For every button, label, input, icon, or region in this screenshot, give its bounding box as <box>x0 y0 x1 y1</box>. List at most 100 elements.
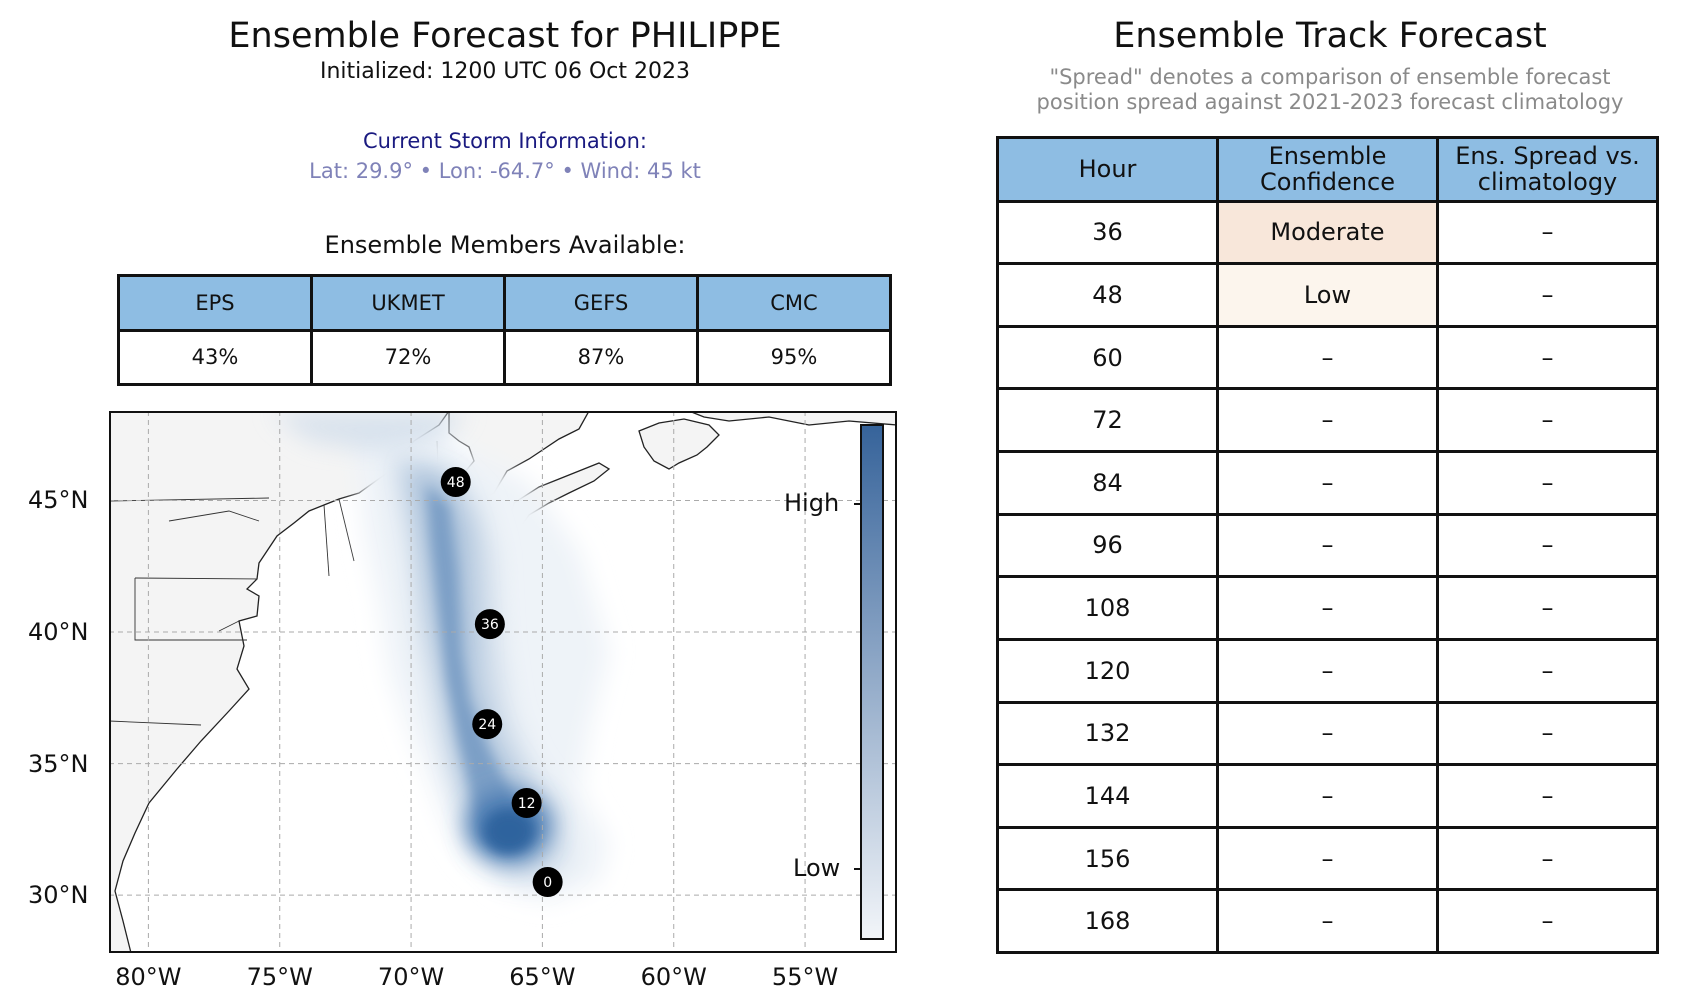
track-point-label: 36 <box>481 617 499 633</box>
probability-cloud <box>269 411 609 901</box>
member-value: 43% <box>117 328 313 386</box>
track-confidence: – <box>1216 700 1439 767</box>
members-heading: Ensemble Members Available: <box>324 231 686 259</box>
track-row: 96– – <box>996 512 1659 579</box>
track-hour: 48 <box>996 262 1219 328</box>
member-value: 87% <box>503 328 699 386</box>
track-row: 132– – <box>996 700 1659 767</box>
lat-tick-label: 40°N <box>28 618 89 646</box>
lat-tick-label: 45°N <box>28 486 89 515</box>
member-value: 95% <box>696 328 892 386</box>
track-confidence: – <box>1216 825 1439 892</box>
lat-tick-label: 30°N <box>28 881 89 910</box>
track-header: Ens. Spread vs. climatology <box>1436 136 1659 203</box>
track-hour: 36 <box>996 199 1219 266</box>
track-subtitle-line-2: position spread against 2021-2023 foreca… <box>1036 90 1624 114</box>
gridlines <box>109 411 897 953</box>
track-header: Ensemble Confidence <box>1216 136 1439 203</box>
track-subtitle: "Spread" denotes a comparison of ensembl… <box>990 65 1670 115</box>
track-confidence: – <box>1216 575 1439 641</box>
track-hour: 120 <box>996 637 1219 704</box>
page-title: Ensemble Forecast for PHILIPPE <box>228 16 782 56</box>
track-spread: – <box>1436 324 1659 391</box>
lon-tick-label: 65°W <box>509 963 576 991</box>
track-title: Ensemble Track Forecast <box>1113 16 1547 56</box>
lon-tick-label: 60°W <box>640 963 707 991</box>
track-point <box>532 866 563 897</box>
track-point-label: 48 <box>447 475 465 491</box>
member-header: CMC <box>696 274 892 332</box>
track-point <box>474 609 505 640</box>
track-point <box>440 467 471 498</box>
track-spread: – <box>1436 512 1659 579</box>
track-row: 168– – <box>996 888 1659 954</box>
track-spread: – <box>1436 763 1659 829</box>
track-spread: – <box>1436 575 1659 641</box>
lon-tick-label: 70°W <box>377 963 445 991</box>
track-confidence: – <box>1216 763 1439 829</box>
track-hour: 108 <box>996 575 1219 641</box>
track-spread: – <box>1436 637 1659 704</box>
storm-info-values: Lat: 29.9° • Lon: -64.7° • Wind: 45 kt <box>309 159 701 183</box>
track-spread: – <box>1436 262 1659 328</box>
lon-tick-label: 75°W <box>246 963 313 991</box>
track-spread: – <box>1436 888 1659 954</box>
track-row: 48 Low – <box>996 262 1659 328</box>
lat-tick-label: 35°N <box>28 749 89 778</box>
storm-info-heading: Current Storm Information: <box>363 129 647 153</box>
colorbar-low-label: Low <box>793 854 841 882</box>
track-hour: 96 <box>996 512 1219 579</box>
colorbar <box>860 424 884 940</box>
track-row: 120– – <box>996 637 1659 704</box>
land-newfoundland <box>638 418 720 470</box>
track-spread: – <box>1436 450 1659 516</box>
initialized-time: Initialized: 1200 UTC 06 Oct 2023 <box>319 59 691 84</box>
track-confidence: – <box>1216 387 1439 454</box>
track-subtitle-line-1: "Spread" denotes a comparison of ensembl… <box>1049 65 1611 89</box>
track-confidence: – <box>1216 512 1439 579</box>
track-confidence: – <box>1216 324 1439 391</box>
member-header: GEFS <box>503 274 699 332</box>
ensemble-map: 0 12 24 36 48 High Low <box>109 411 897 953</box>
track-spread: – <box>1436 199 1659 266</box>
track-spread: – <box>1436 700 1659 767</box>
track-hour: 72 <box>996 387 1219 454</box>
track-row: 72– – <box>996 387 1659 454</box>
track-row: 108– – <box>996 575 1659 641</box>
track-hour: 144 <box>996 763 1219 829</box>
members-table: EPS UKMET GEFS CMC 43% 72% 87% 95% <box>117 274 892 386</box>
member-value: 72% <box>310 328 506 386</box>
track-confidence: – <box>1216 637 1439 704</box>
track-row: 84– – <box>996 450 1659 516</box>
track-hour: 60 <box>996 324 1219 391</box>
track-hour: 156 <box>996 825 1219 892</box>
colorbar-high-label: High <box>784 489 840 517</box>
track-row: 36 Moderate – <box>996 199 1659 266</box>
track-spread: – <box>1436 825 1659 892</box>
track-confidence: Low <box>1216 262 1439 328</box>
map-svg: 0 12 24 36 48 <box>109 411 897 953</box>
lon-tick-label: 55°W <box>771 963 839 991</box>
track-table: Hour Ensemble Confidence Ens. Spread vs. c… <box>996 136 1659 954</box>
map-frame <box>109 411 897 953</box>
track-row: 144– – <box>996 763 1659 829</box>
track-points: 0 12 24 36 48 <box>440 467 563 897</box>
track-confidence: – <box>1216 888 1439 954</box>
track-point-label: 0 <box>543 875 552 891</box>
track-point <box>472 709 503 740</box>
track-confidence: – <box>1216 450 1439 516</box>
track-point <box>511 788 542 819</box>
track-point-label: 24 <box>478 717 496 733</box>
track-header: Hour <box>996 136 1219 203</box>
track-row: 156– – <box>996 825 1659 892</box>
track-confidence: Moderate <box>1216 199 1439 266</box>
member-header: EPS <box>117 274 313 332</box>
lon-tick-label: 80°W <box>115 963 182 991</box>
track-hour: 168 <box>996 888 1219 954</box>
track-row: 60– – <box>996 324 1659 391</box>
track-spread: – <box>1436 387 1659 454</box>
track-hour: 132 <box>996 700 1219 767</box>
track-point-label: 12 <box>518 796 536 812</box>
member-header: UKMET <box>310 274 506 332</box>
land-far-north <box>688 411 897 426</box>
